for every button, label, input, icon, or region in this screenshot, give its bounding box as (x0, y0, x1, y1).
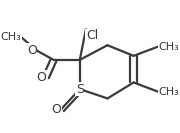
Text: CH₃: CH₃ (158, 87, 179, 97)
Text: O: O (36, 71, 46, 84)
Text: CH₃: CH₃ (158, 41, 179, 52)
Text: Cl: Cl (86, 29, 98, 42)
Text: O: O (27, 44, 37, 57)
Text: O: O (51, 103, 61, 116)
Text: CH₃: CH₃ (1, 32, 21, 42)
Text: S: S (76, 83, 84, 96)
